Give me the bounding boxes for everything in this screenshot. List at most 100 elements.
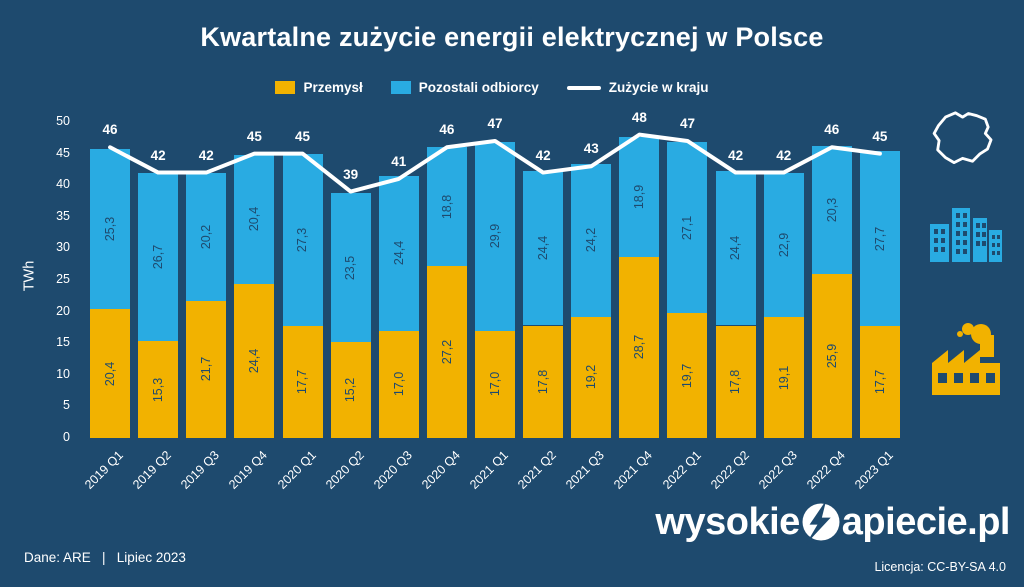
x-tick-label: 2021 Q4	[611, 448, 656, 492]
x-tick-label: 2020 Q3	[370, 448, 415, 492]
bar-segment-others: 26,7	[138, 172, 179, 342]
bar-value-label: 22,9	[776, 232, 791, 258]
legend-swatch-square	[390, 81, 411, 94]
bar-value-label: 20,4	[247, 207, 262, 232]
bar-segment-others: 20,2	[186, 173, 227, 301]
legend-label: Pozostali odbiorcy	[418, 80, 539, 95]
bar-value-label: 17,7	[295, 369, 310, 395]
bar-segment-industry: 25,9	[811, 274, 852, 438]
bar-value-label: 17,0	[391, 372, 406, 397]
bar-segment-others: 22,9	[763, 172, 804, 318]
bar-value-label: 19,2	[584, 365, 599, 390]
bar-value-label: 27,3	[295, 227, 310, 253]
bar-value-label: 19,7	[680, 363, 695, 388]
total-value-label: 43	[583, 141, 599, 157]
bar-value-label: 17,8	[728, 369, 743, 394]
total-value-label: 39	[343, 166, 359, 182]
bar-value-label: 24,4	[391, 241, 406, 266]
legend: Przemysł Pozostali odbiorcy Zużycie w kraj…	[80, 80, 904, 95]
x-tick-label: 2023 Q1	[852, 448, 896, 492]
legend-item: Pozostali odbiorcy	[390, 80, 539, 95]
bar-segment-others: 20,3	[811, 146, 852, 275]
total-value-label: 47	[679, 115, 695, 131]
bar-segment-industry: 19,7	[667, 313, 708, 438]
bar-value-label: 27,2	[439, 339, 454, 365]
total-value-label: 42	[776, 147, 792, 163]
bar-value-label: 28,7	[632, 335, 647, 360]
total-value-label: 45	[246, 128, 262, 144]
legend-swatch-line	[566, 85, 601, 90]
bar-value-label: 25,3	[103, 216, 118, 242]
bar-segment-others: 27,7	[859, 151, 900, 327]
bar-value-label: 19,1	[776, 365, 791, 390]
bar-segment-industry: 17,7	[859, 326, 900, 438]
bar-value-label: 21,7	[199, 357, 214, 382]
y-tick-label: 50	[56, 114, 70, 128]
bar-value-label: 27,7	[872, 226, 887, 251]
total-value-label: 47	[487, 115, 503, 131]
bar-segment-industry: 15,3	[138, 341, 179, 438]
bar-value-label: 24,2	[584, 228, 599, 253]
total-value-label: 42	[728, 147, 744, 163]
bar-segment-others: 27,1	[667, 142, 708, 314]
bar-value-label: 18,9	[632, 184, 647, 210]
total-value-label: 46	[439, 122, 455, 138]
bar-segment-industry: 21,7	[186, 300, 227, 438]
site-logo: wysokie apiecie.pl	[655, 500, 1011, 544]
x-tick-label: 2020 Q2	[322, 448, 367, 492]
bar-value-label: 18,8	[439, 194, 454, 219]
bar-value-label: 17,8	[536, 369, 551, 394]
total-value-label: 46	[824, 122, 840, 138]
total-value-label: 41	[391, 153, 407, 169]
bar-value-label: 24,4	[536, 236, 551, 261]
bar-segment-others: 18,8	[426, 147, 467, 267]
legend-item: Zużycie w kraju	[566, 80, 709, 95]
y-tick-label: 0	[63, 430, 70, 444]
bar-value-label: 15,3	[151, 377, 166, 402]
total-value-label: 42	[535, 147, 551, 163]
y-tick-label: 25	[56, 272, 70, 286]
y-tick-label: 20	[56, 303, 70, 318]
license-note: Licencja: CC-BY-SA 4.0	[874, 560, 1006, 574]
bar-segment-others: 20,4	[234, 154, 275, 284]
legend-swatch-square	[275, 81, 296, 94]
bar-segment-industry: 19,2	[571, 316, 612, 438]
bar-value-label: 15,2	[343, 377, 358, 403]
bar-segment-industry: 27,2	[426, 266, 467, 438]
x-tick-label: 2019 Q4	[226, 448, 271, 492]
bar-segment-industry: 17,0	[475, 330, 515, 438]
legend-label: Przemysł	[303, 80, 363, 95]
bar-segment-others: 25,3	[90, 149, 131, 310]
bar-value-label: 26,7	[151, 244, 166, 270]
bar-segment-others: 24,2	[571, 163, 612, 317]
x-tick-label: 2021 Q2	[515, 448, 560, 492]
x-tick-label: 2021 Q1	[467, 448, 511, 492]
bar-segment-industry: 15,2	[330, 341, 371, 438]
x-tick-label: 2022 Q4	[803, 448, 848, 492]
bar-value-label: 24,4	[247, 348, 262, 374]
x-tick-label: 2020 Q1	[274, 448, 319, 492]
total-value-label: 42	[198, 147, 214, 163]
bar-value-label: 27,1	[680, 215, 695, 241]
data-source-note: Dane: ARE | Lipiec 2023	[24, 550, 186, 565]
bar-value-label: 17,7	[872, 369, 887, 395]
bar-segment-industry: 24,4	[234, 283, 275, 438]
y-tick-label: 40	[56, 177, 70, 192]
bar-value-label: 23,5	[343, 255, 358, 280]
bar-value-label: 20,4	[103, 361, 118, 386]
bar-segment-industry: 19,1	[763, 317, 804, 438]
total-value-label: 48	[631, 109, 647, 125]
bar-value-label: 29,9	[488, 223, 502, 249]
bar-value-label: 20,3	[824, 197, 839, 223]
total-value-label: 46	[102, 122, 118, 138]
bar-segment-others: 23,5	[330, 193, 371, 342]
x-tick-label: 2019 Q2	[130, 448, 175, 492]
bar-value-label: 17,0	[488, 372, 502, 397]
x-tick-label: 2020 Q4	[418, 448, 463, 492]
total-value-label: 42	[150, 147, 166, 163]
bar-segment-others: 24,4	[523, 171, 564, 326]
bar-segment-others: 24,4	[715, 171, 756, 326]
bar-segment-industry: 17,8	[715, 325, 756, 438]
